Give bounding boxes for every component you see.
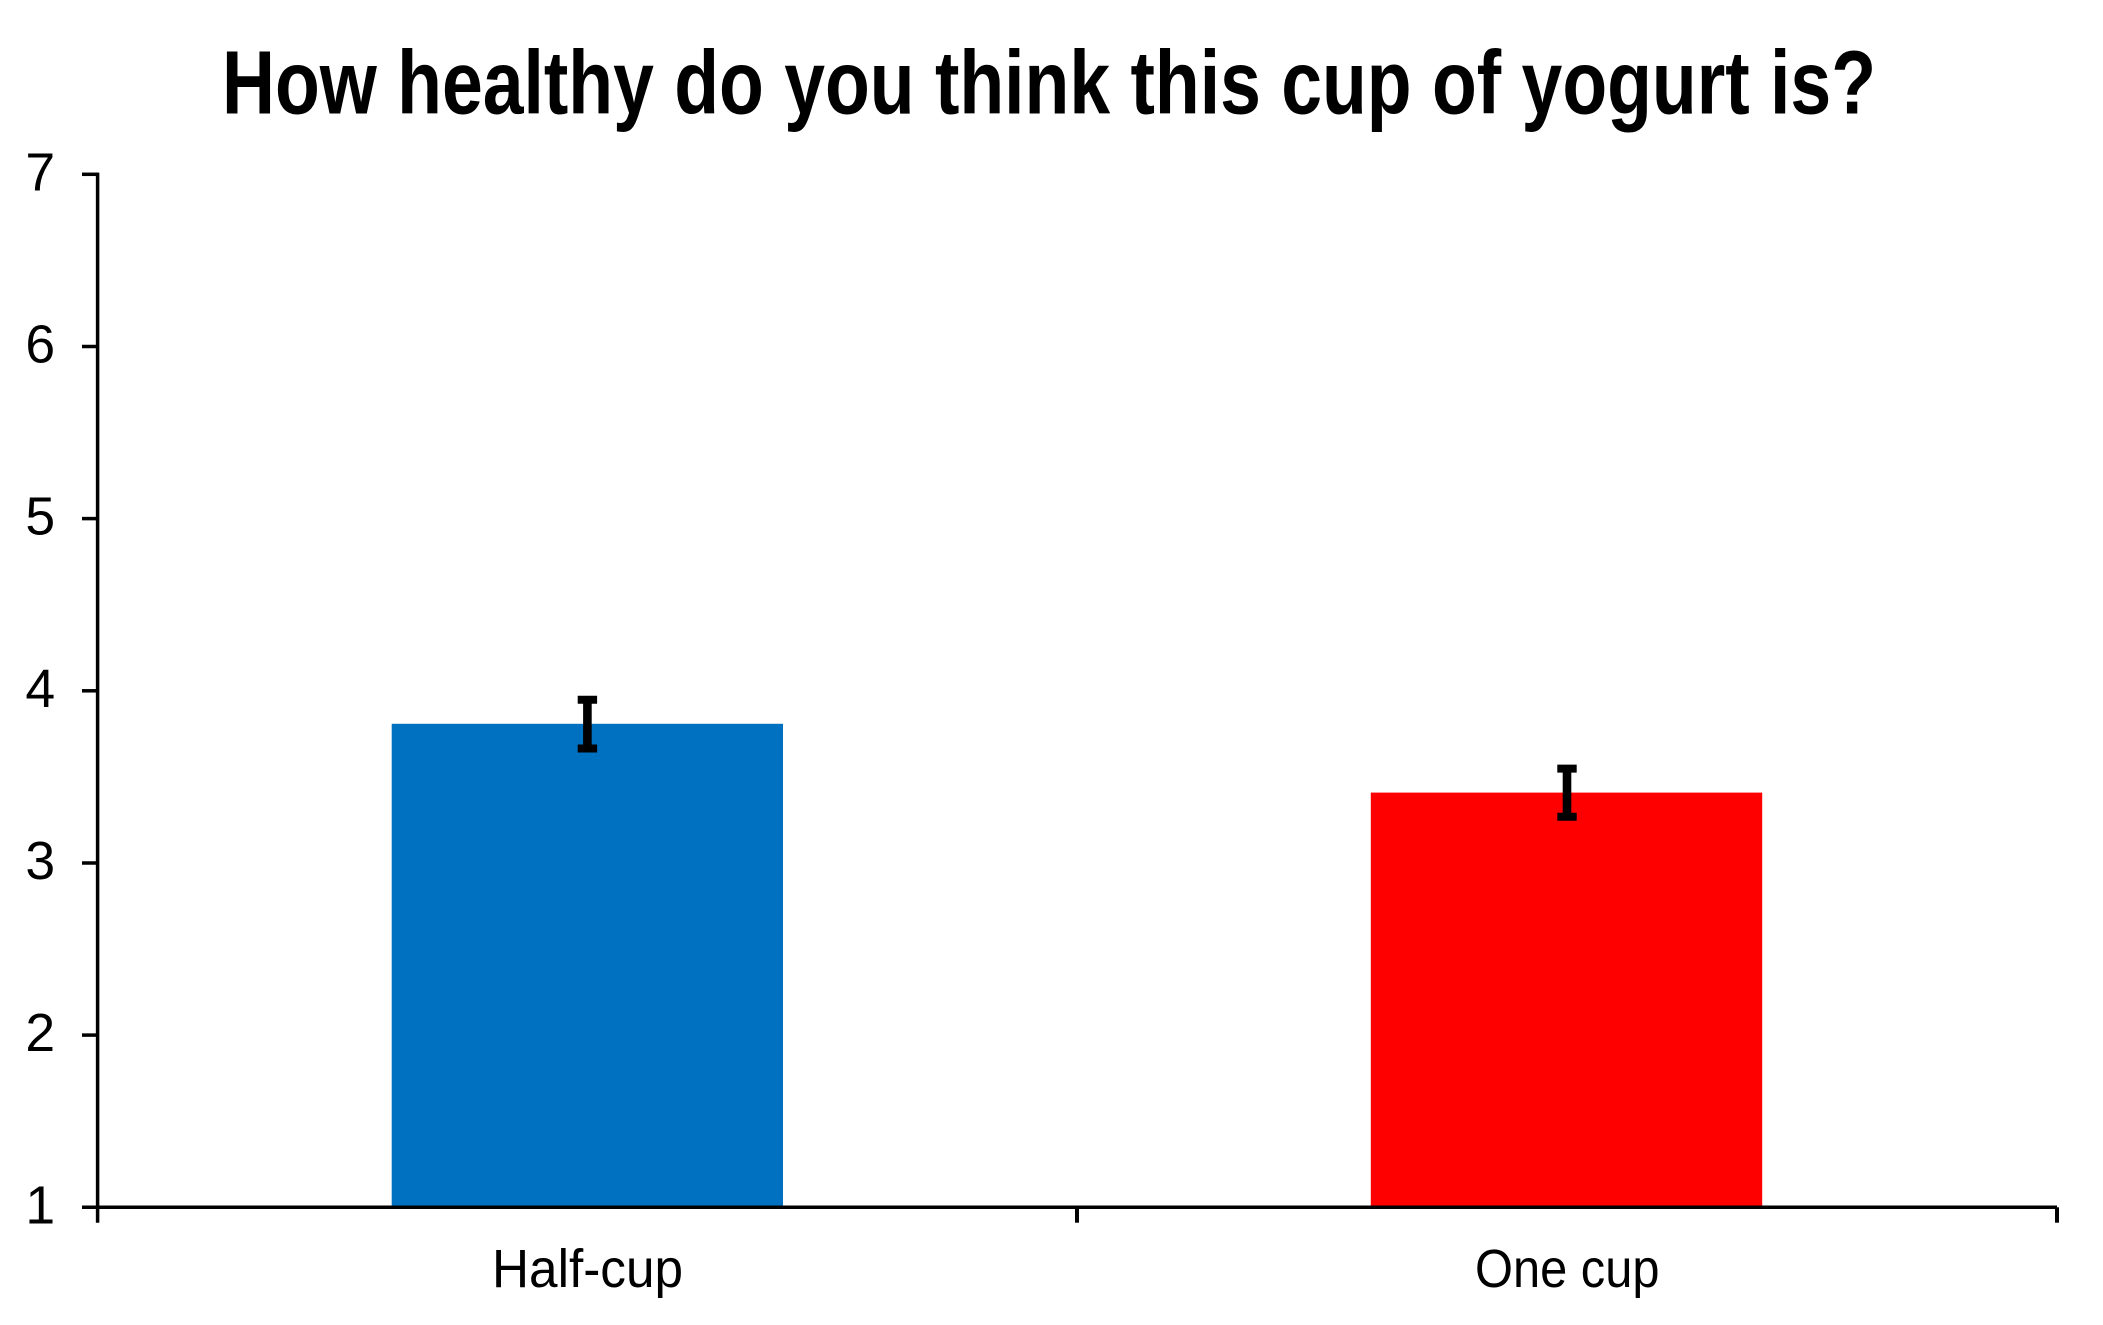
svg-text:7: 7 bbox=[25, 143, 55, 202]
svg-text:How healthy do you think this: How healthy do you think this cup of yog… bbox=[222, 34, 1876, 134]
svg-text:5: 5 bbox=[25, 488, 55, 547]
svg-text:One cup: One cup bbox=[1475, 1240, 1660, 1299]
svg-text:6: 6 bbox=[25, 316, 55, 375]
svg-text:1: 1 bbox=[25, 1176, 55, 1235]
svg-text:Half-cup: Half-cup bbox=[492, 1240, 683, 1299]
svg-text:4: 4 bbox=[25, 660, 55, 719]
svg-text:2: 2 bbox=[25, 1004, 55, 1063]
svg-text:3: 3 bbox=[25, 832, 55, 891]
